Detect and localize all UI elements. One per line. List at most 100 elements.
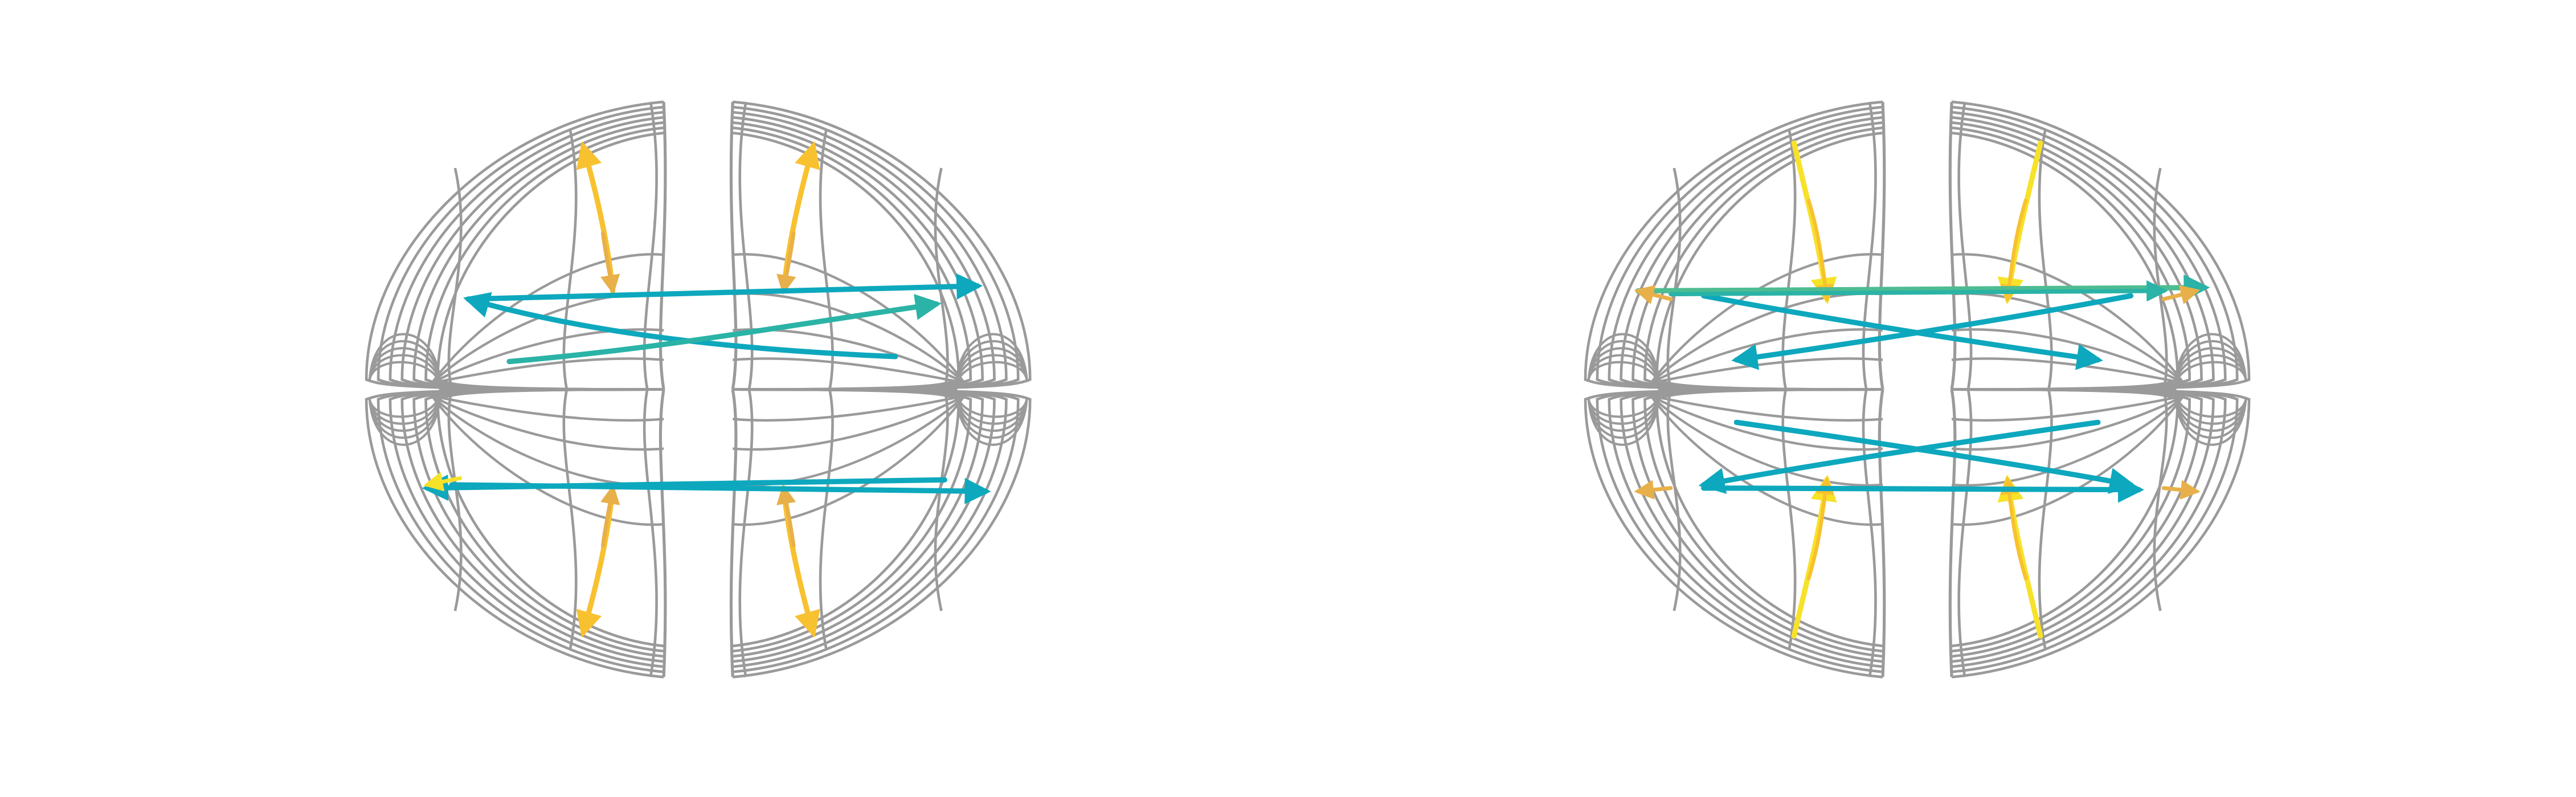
lower-right-meridian-2	[934, 389, 949, 611]
gold-arrow-upper-left	[1807, 198, 1834, 303]
lower-left-inner-edge	[1878, 389, 1886, 677]
lower-left-meridian-0	[1862, 389, 1877, 677]
lower-right-ring-6	[1951, 388, 2180, 648]
lower-left-lat-2	[1650, 395, 1883, 487]
upper-left-ring-0	[365, 100, 664, 391]
cyan-arrow-upper-1	[465, 273, 983, 302]
lobe-lower-right	[729, 388, 1032, 679]
amber-arrow-upper-tip-right	[2161, 285, 2201, 305]
amber-arrow-lower-tip-right	[2161, 480, 2201, 500]
amber-arrow-lower-left	[600, 484, 620, 548]
lower-right-lat-1	[733, 395, 965, 451]
lower-left-tip-4	[1587, 389, 1661, 446]
upper-right-meridian-1	[819, 129, 834, 390]
upper-right-meridian-1	[2038, 129, 2053, 390]
lower-right-meridian-2	[2153, 389, 2168, 611]
gold-arrow-lower-right	[2000, 476, 2028, 581]
upper-right-inner-edge	[1948, 101, 1957, 390]
lower-left-lat-2	[431, 395, 664, 487]
yellow-arrow-lower-left	[1791, 475, 1837, 639]
upper-left-ring-6	[436, 132, 664, 391]
lower-right-lat-0	[1951, 395, 2184, 422]
amber-arrow-upper-left	[600, 231, 620, 295]
teal-arrow-upper-3	[506, 293, 942, 365]
upper-left-meridian-2	[447, 167, 463, 390]
cyan-arrow-lower-2	[1698, 419, 2101, 494]
upper-left-lat-0	[1650, 357, 1883, 385]
yellow-arrow-upper-left	[1791, 140, 1837, 305]
lower-left-tip-4	[368, 389, 441, 446]
lower-right-ring-6	[732, 388, 960, 648]
upper-left-meridian-1	[562, 129, 578, 390]
cyan-arrow-lower-2	[422, 475, 947, 501]
lower-left-lat-1	[431, 395, 664, 451]
lower-right-meridian-0	[1957, 389, 1973, 677]
lower-left-meridian-0	[643, 389, 658, 677]
lower-right-lat-2	[1951, 395, 2185, 487]
lower-left-lat-1	[1650, 395, 1883, 451]
yellow-arrow-lower-right	[1997, 475, 2043, 639]
lower-right-inner-edge	[1948, 389, 1957, 677]
lower-right-meridian-1	[819, 389, 834, 651]
upper-left-meridian-1	[1781, 129, 1797, 390]
cyan-arrow-upper-2	[463, 292, 898, 359]
upper-left-lat-0	[432, 357, 664, 385]
amber-arrow-upper-tip-left	[1634, 285, 1673, 305]
upper-left-ring-6	[1655, 132, 1883, 391]
lower-left-meridian-1	[1781, 389, 1797, 651]
upper-left-meridian-0	[1862, 101, 1877, 390]
upper-left-tip-4	[368, 333, 441, 390]
lower-left-ring-6	[1655, 388, 1883, 648]
upper-right-meridian-0	[738, 101, 754, 390]
upper-right-lat-0	[1951, 357, 2184, 385]
lower-left-meridian-1	[562, 389, 578, 651]
lower-right-meridian-0	[738, 389, 754, 677]
lower-right-inner-edge	[729, 389, 738, 677]
upper-right-tip-4	[2174, 333, 2247, 390]
upper-left-tip-4	[1587, 333, 1661, 390]
upper-right-tip-4	[955, 333, 1028, 390]
upper-left-inner-edge	[659, 101, 667, 390]
upper-right-ring-6	[1951, 132, 2180, 391]
lower-left-meridian-2	[1666, 389, 1682, 611]
cyan-arrow-lower-3	[1701, 476, 2145, 503]
upper-left-lat-2	[431, 292, 664, 384]
lobe-lower-left	[365, 388, 667, 679]
yellow-arrow-upper-right	[1997, 140, 2043, 305]
upper-right-ring-6	[732, 132, 960, 391]
lobe-upper-right	[729, 100, 1032, 391]
cyan-arrow-upper-3	[1731, 293, 2134, 370]
lobe-lower-right	[1948, 388, 2251, 679]
upper-right-meridian-2	[934, 167, 949, 390]
lower-left-lat-0	[1650, 395, 1883, 422]
green-arrow-upper-1	[1635, 274, 2210, 301]
upper-left-inner-edge	[1878, 101, 1886, 390]
lower-right-lat-0	[733, 395, 965, 422]
gold-arrow-lower-left	[1807, 476, 1834, 581]
left-panel	[365, 100, 1032, 679]
lower-left-lat-0	[432, 395, 664, 422]
upper-right-meridian-0	[1957, 101, 1973, 390]
upper-right-inner-edge	[729, 101, 738, 390]
amber-arrow-upper-right	[776, 231, 796, 295]
upper-left-meridian-0	[643, 101, 658, 390]
upper-right-lat-2	[1951, 292, 2185, 384]
right-panel	[1584, 100, 2251, 679]
lower-right-ring-0	[1951, 388, 2251, 679]
lobe-upper-left	[365, 100, 667, 391]
lower-right-meridian-1	[2038, 389, 2053, 651]
cyan-arrow-lower-1	[1733, 419, 2136, 494]
lower-left-inner-edge	[659, 389, 667, 677]
upper-left-lat-3	[431, 253, 664, 384]
upper-left-lat-1	[431, 328, 664, 385]
upper-right-lat-0	[733, 357, 965, 385]
amber-arrow-lower-right	[776, 484, 796, 548]
lower-right-tip-4	[2174, 389, 2247, 446]
lower-left-ring-0	[365, 388, 664, 679]
yellow-arrow-lower-tip	[423, 472, 462, 492]
lower-right-ring-0	[733, 388, 1032, 679]
lower-left-ring-6	[436, 388, 664, 648]
lower-right-lat-2	[733, 395, 966, 487]
gold-arrow-upper-right	[2000, 198, 2028, 303]
